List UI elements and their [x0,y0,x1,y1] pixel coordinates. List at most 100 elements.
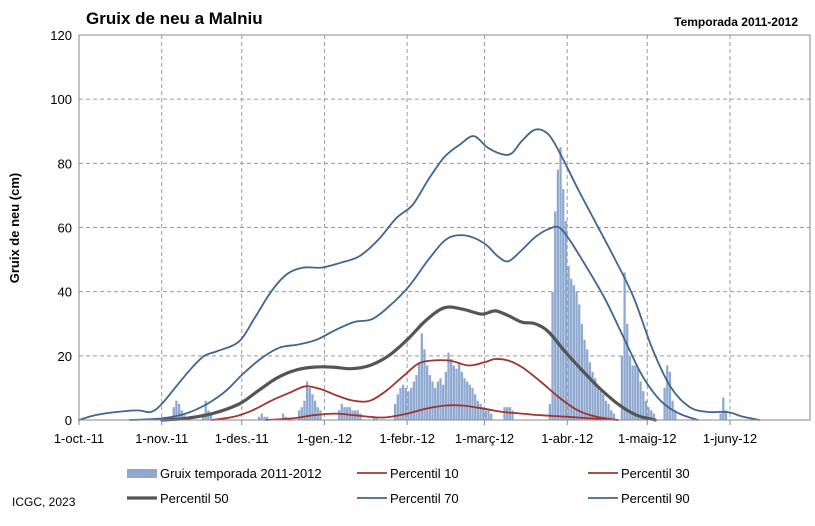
snow-depth-bar [305,381,309,420]
percentile-lines [78,128,761,422]
snow-depth-bar [599,391,602,421]
x-tick-label: 1-abr.-12 [541,431,593,446]
snow-depth-bar [583,339,586,420]
snow-depth-bar [375,416,378,420]
snow-depth-bar [434,387,437,420]
snow-depth-bar [423,349,426,420]
percentile-line-1 [264,404,619,421]
legend-label: Percentil 90 [621,491,690,506]
snow-depth-bar [628,355,632,420]
snow-depth-bar [308,387,311,420]
snow-depth-bar [399,387,402,420]
snow-depth-bar [570,278,573,420]
snow-depth-bar [455,368,458,420]
snow-depth-bar [724,410,728,421]
snow-depth-bar [652,413,656,420]
snow-depth-bar [644,400,648,420]
snow-depth-bar [482,407,485,420]
chart-title: Gruix de neu a Malniu [86,9,263,28]
x-tick-label: 1-març-12 [455,431,514,446]
snow-depth-bar [572,285,576,420]
snow-depth-bar [602,394,605,420]
snow-depth-bar [204,400,207,420]
snow-depth-bar [439,378,442,420]
snow-depth-bar [372,416,375,420]
snow-depth-bar [444,371,447,421]
percentile-line-2 [211,358,619,421]
snow-depth-bar [479,403,482,420]
snow-depth-bar [508,407,511,420]
gridlines [79,34,810,420]
snow-depth-bar [551,291,554,420]
legend-swatch-bar [127,469,157,478]
snow-depth-bar [556,169,560,420]
snow-depth-bar [359,413,362,420]
snow-depth-bar [666,365,669,420]
snow-depth-bar [591,371,594,421]
snow-depth-bar [604,400,608,420]
y-axis-label: Gruix de neu (cm) [7,173,22,284]
snow-depth-bar [596,387,600,420]
snow-depth-bar [668,371,672,421]
snow-depth-bar [404,387,407,420]
snow-depth-bar [719,413,722,420]
snow-depth-bar [463,378,466,420]
snow-depth-bar [468,384,471,420]
snow-depth-bar [471,387,474,420]
snow-depth-bar [175,400,178,420]
percentile-line-4 [128,225,699,421]
snow-depth-bar [466,381,469,420]
legend-label: Percentil 70 [390,491,459,506]
y-tick-label: 40 [58,285,72,300]
snow-depth-bar [311,394,314,420]
snow-depth-bar [490,413,493,420]
x-tick-label: 1-gen.-12 [297,431,353,446]
snow-depth-bar [337,410,341,421]
snow-depth-bar [650,410,653,421]
legend-label: Percentil 30 [621,466,690,481]
chart-subtitle: Temporada 2011-2012 [674,15,798,29]
snow-depth-bar [420,333,423,421]
snow-depth-bar [442,384,445,420]
plot-frame [78,34,811,421]
snow-depth-bar [396,394,399,420]
snow-depth-bar [623,272,626,420]
legend-label: Percentil 50 [160,491,229,506]
snow-depth-bar [265,416,269,420]
snow-depth-bar [394,403,397,420]
snow-depth-bar [610,410,613,421]
snow-depth-bar [428,375,431,420]
snow-depth-bar [316,407,319,420]
credit: ICGC, 2023 [12,495,76,509]
snow-depth-bar [564,221,568,420]
snow-depth-bar [410,387,413,420]
legend-label: Gruix temporada 2011-2012 [160,466,322,481]
snow-depth-bar [634,365,637,420]
snow-depth-bar [588,362,592,420]
x-tick-label: 1-febr.-12 [379,431,435,446]
snow-depth-bar [642,391,645,421]
snow-depth-bar [554,211,557,420]
y-tick-label: 100 [50,92,72,107]
snow-depth-bar [484,410,487,421]
x-tick-label: 1-oct.-11 [54,431,104,446]
snow-depth-bar [562,189,565,420]
snow-depth-bar [418,362,421,420]
snow-depth-bar [257,416,261,420]
snow-depth-bar [636,368,640,420]
snow-depth-bar [674,410,677,421]
axes: 0 20 40 60 80 100 120 1-oct.-11 1-nov.-11 1-des.-… [50,28,811,446]
snow-depth-bar [575,291,578,420]
snow-depth-bar [631,365,634,420]
snow-depth-bar [722,397,725,420]
snow-depth-bar [431,381,434,420]
snow-depth-bar [452,365,455,420]
y-tick-label: 80 [58,156,72,171]
snow-depth-bar [415,375,418,420]
snow-depth-bar [177,403,181,420]
snow-depth-bar [458,362,461,420]
snow-depth-bar [209,415,213,420]
snow-depth-bar [412,381,415,420]
snow-depth-bar [487,410,490,421]
